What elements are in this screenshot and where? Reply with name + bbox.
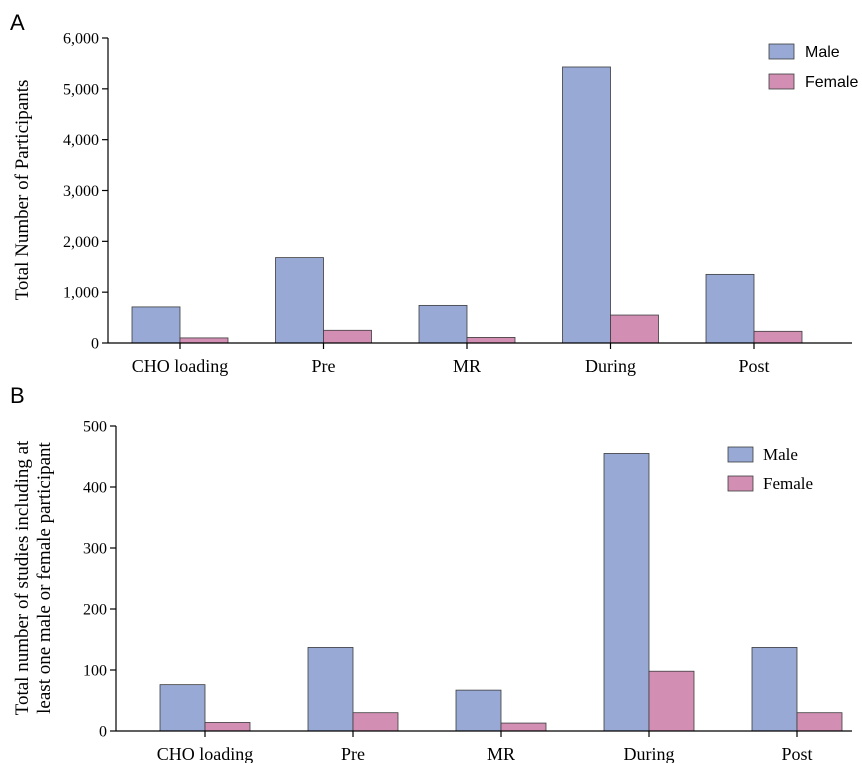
- bar-female-pre: [323, 329, 372, 344]
- panel-b-bars: [159, 453, 843, 732]
- legend-label-female: Female: [763, 474, 813, 493]
- panel-b-categories: CHO loading Pre MR During Post: [157, 744, 813, 763]
- bar-male-cho-loading: [159, 684, 206, 732]
- category-label: Pre: [341, 744, 365, 763]
- panel-a-ylabel: Total Number of Participants: [12, 80, 33, 301]
- bar-male-during: [562, 66, 611, 344]
- bar-female-during: [610, 314, 659, 344]
- panel-a-axes: [107, 38, 852, 349]
- y-tick-label: 5,000: [63, 81, 99, 98]
- bar-male-pre: [307, 647, 354, 732]
- category-label: During: [585, 356, 636, 376]
- bar-female-post: [753, 330, 803, 344]
- panel-b-legend: Male Female: [727, 445, 813, 493]
- panel-b-yticks: 0 100 200 300 400 500: [83, 419, 116, 741]
- panel-b-letter: B: [10, 383, 25, 408]
- panel-b-ylabel-line-2: least one male or female participant: [34, 441, 55, 713]
- y-tick-label: 4,000: [63, 132, 99, 149]
- panel-b-axes: [115, 426, 852, 737]
- bar-female-cho-loading: [179, 337, 229, 344]
- panel-a-bars: [131, 66, 803, 344]
- category-label: Pre: [312, 356, 336, 376]
- bar-female-mr: [466, 337, 516, 344]
- category-label: During: [624, 744, 675, 763]
- y-tick-label: 300: [83, 541, 107, 558]
- bar-male-post: [751, 647, 798, 732]
- y-tick-label: 2,000: [63, 234, 99, 251]
- category-label: MR: [453, 356, 481, 376]
- legend-label-male: Male: [805, 44, 840, 61]
- y-tick-label: 200: [83, 602, 107, 619]
- panel-a-legend: Male Female: [768, 43, 858, 91]
- panel-a-yticks: 0 1,000 2,000 3,000 4,000 5,000 6,000: [63, 31, 108, 353]
- y-tick-label: 100: [83, 663, 107, 680]
- bar-male-pre: [275, 257, 324, 344]
- panel-b: B Total number of studies including at l…: [10, 383, 852, 763]
- bar-female-during: [648, 670, 695, 732]
- category-label: CHO loading: [132, 356, 229, 376]
- bar-male-post: [705, 273, 755, 344]
- bar-male-mr: [418, 304, 468, 344]
- legend-swatch-female: [768, 73, 795, 90]
- bar-male-mr: [455, 689, 502, 732]
- y-tick-label: 400: [83, 480, 107, 497]
- panel-a-categories: CHO loading Pre MR During Post: [132, 356, 770, 376]
- bar-female-cho-loading: [204, 722, 251, 732]
- category-label: CHO loading: [157, 744, 254, 763]
- y-tick-label: 3,000: [63, 183, 99, 200]
- bar-female-post: [796, 712, 843, 732]
- legend-label-male: Male: [763, 445, 798, 464]
- y-tick-label: 1,000: [63, 285, 99, 302]
- panel-b-ylabel-line-1: Total number of studies including at: [12, 440, 33, 715]
- bar-female-pre: [352, 712, 399, 732]
- bar-female-mr: [500, 722, 547, 732]
- category-label: Post: [781, 744, 812, 763]
- legend-swatch-male: [768, 43, 795, 60]
- category-label: MR: [487, 744, 515, 763]
- y-tick-label: 6,000: [63, 31, 99, 48]
- y-tick-label: 0: [99, 724, 107, 741]
- panel-a: A Total Number of Participants 0 1,000 2,0…: [10, 10, 858, 376]
- legend-swatch-male: [727, 446, 754, 463]
- legend-label-female: Female: [805, 74, 858, 91]
- legend-swatch-female: [727, 475, 754, 492]
- bar-male-cho-loading: [131, 306, 181, 344]
- y-tick-label: 500: [83, 419, 107, 436]
- bar-male-during: [603, 453, 650, 732]
- category-label: Post: [738, 356, 769, 376]
- y-tick-label: 0: [91, 336, 99, 353]
- panel-a-letter: A: [10, 10, 25, 35]
